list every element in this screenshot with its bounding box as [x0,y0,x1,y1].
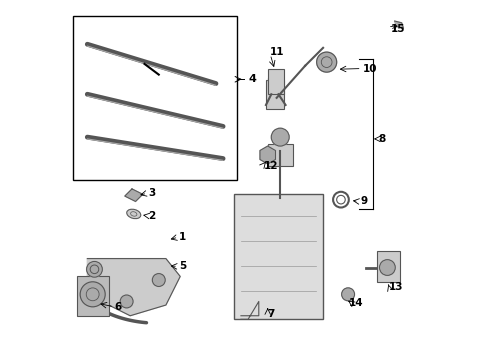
Bar [267,144,292,166]
Text: 10: 10 [363,64,377,73]
Text: 9: 9 [360,197,367,206]
Text: 14: 14 [348,298,363,308]
Ellipse shape [126,209,141,219]
Bar [233,194,323,319]
Polygon shape [87,258,180,316]
Text: 13: 13 [388,282,403,292]
Text: 15: 15 [390,24,405,34]
Circle shape [90,265,99,274]
Circle shape [341,288,354,301]
Circle shape [80,282,105,307]
Circle shape [379,260,394,275]
Text: 11: 11 [270,47,284,57]
Circle shape [271,128,288,146]
Bar [73,16,237,180]
Polygon shape [124,189,142,202]
Circle shape [268,73,281,86]
Bar [265,80,283,109]
Text: 12: 12 [264,161,278,171]
Text: 4: 4 [247,74,255,84]
Text: 6: 6 [114,302,121,312]
Text: 8: 8 [378,134,385,144]
Text: 5: 5 [179,261,185,271]
Circle shape [152,274,165,287]
Circle shape [316,52,336,72]
Bar [267,69,283,94]
Text: 1: 1 [178,232,185,242]
Polygon shape [394,21,403,28]
Bar [77,276,108,316]
Text: 2: 2 [148,211,155,221]
Text: 7: 7 [267,309,275,319]
Text: 3: 3 [148,188,155,198]
Circle shape [120,295,133,308]
Bar [376,251,399,282]
Circle shape [86,261,102,277]
